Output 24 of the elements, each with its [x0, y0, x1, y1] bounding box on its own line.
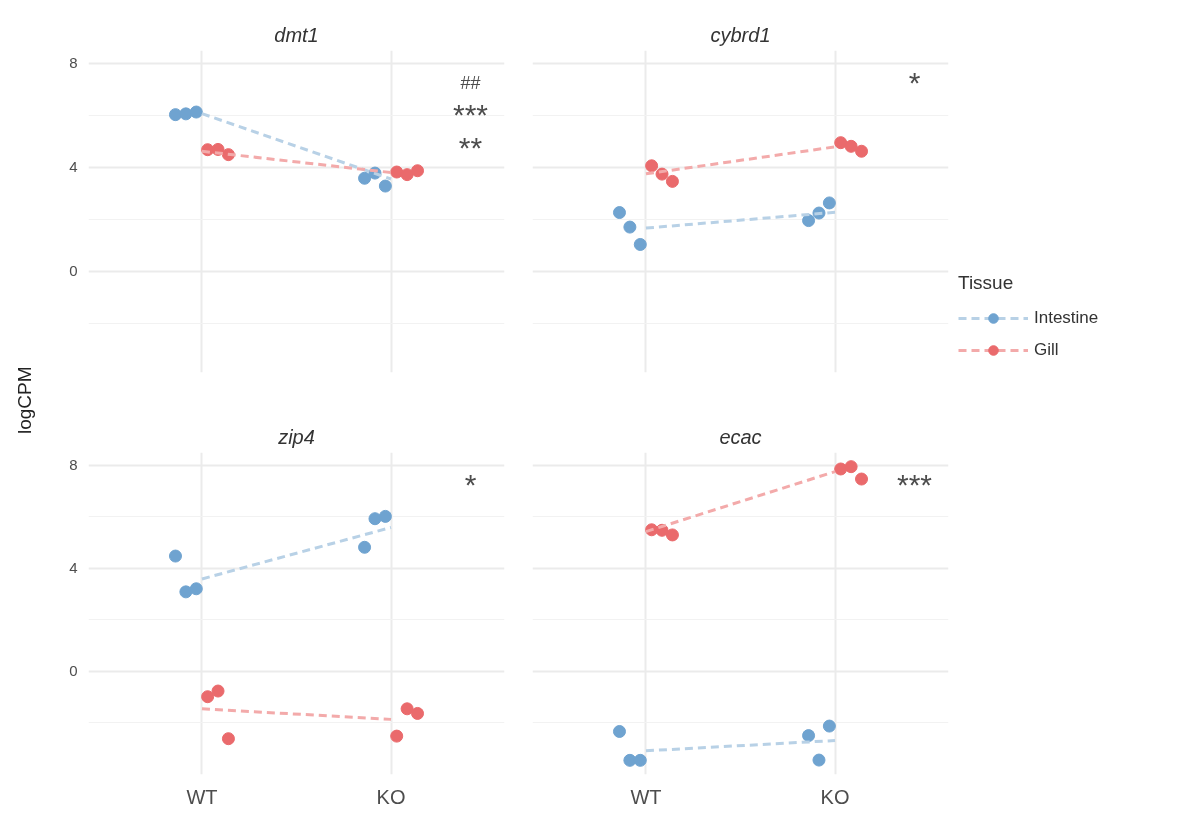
y-axis-title: logCPM	[13, 366, 37, 434]
chart-title: zip4	[277, 425, 315, 448]
y-tick-label: 4	[69, 158, 78, 176]
y-tick-label: 0	[69, 662, 78, 680]
chart-title: dmt1	[274, 23, 319, 46]
x-tick-label: WT	[630, 785, 662, 808]
annotation: *	[464, 468, 477, 502]
legend-label: Intestine	[1034, 308, 1099, 328]
annotation: ***	[896, 468, 933, 502]
y-tick-label: 0	[69, 262, 78, 280]
chart-title: cybrd1	[710, 23, 771, 46]
annotation: ***	[452, 98, 489, 132]
y-tick-label: 8	[69, 54, 78, 72]
x-tick-label: KO	[820, 785, 850, 808]
legend-title: Tissue	[958, 272, 1015, 294]
chart-title: ecac	[719, 425, 762, 448]
annotation: *	[908, 66, 921, 100]
x-tick-label: KO	[376, 785, 406, 808]
annotation: ##	[460, 72, 481, 93]
y-tick-label: 4	[69, 559, 78, 577]
annotation: **	[458, 130, 483, 164]
x-tick-label: WT	[186, 785, 218, 808]
y-tick-label: 8	[69, 456, 78, 474]
legend-label: Gill	[1034, 340, 1059, 360]
